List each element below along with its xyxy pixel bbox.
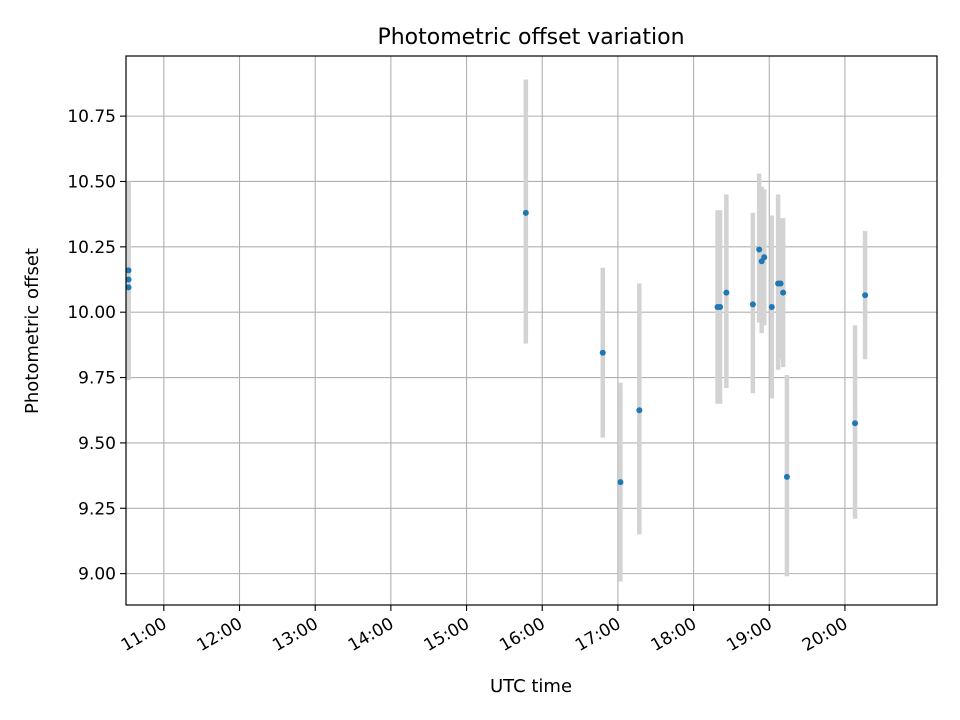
chart-title: Photometric offset variation (377, 25, 684, 50)
data-point-3 (522, 209, 529, 216)
y-tick-label-3: 9.75 (78, 369, 116, 389)
data-point-4 (599, 349, 606, 356)
y-axis-ticks: 9.00 9.25 9.50 9.75 10.00 10.25 10.50 10.75 (67, 107, 126, 585)
data-point-8 (717, 303, 724, 310)
data-point-1 (125, 276, 132, 283)
data-point-20 (862, 292, 869, 299)
plot-frame (125, 55, 938, 606)
data-point-5 (617, 479, 624, 486)
data-point-2 (125, 284, 132, 291)
data-point-13 (761, 254, 768, 261)
data-point-6 (636, 407, 643, 414)
data-points (125, 209, 869, 486)
data-point-9 (723, 289, 730, 296)
y-tick-label-6: 10.50 (67, 172, 116, 192)
y-tick-label-0: 9.00 (78, 565, 116, 585)
y-tick-label-1: 9.25 (78, 499, 116, 519)
data-point-0 (125, 267, 132, 274)
y-tick-label-2: 9.50 (78, 434, 116, 454)
x-axis-label: UTC time (490, 676, 572, 697)
grid-lines (126, 56, 937, 605)
data-point-14 (768, 303, 775, 310)
y-axis-label: Photometric offset (22, 248, 43, 414)
data-point-16 (777, 280, 784, 287)
data-point-11 (756, 246, 763, 253)
y-tick-label-5: 10.25 (67, 238, 116, 258)
data-point-18 (783, 473, 790, 480)
data-point-19 (852, 420, 859, 427)
data-point-10 (749, 301, 756, 308)
y-tick-label-7: 10.75 (67, 107, 116, 127)
data-point-17 (780, 289, 787, 296)
y-tick-label-4: 10.00 (67, 303, 116, 323)
